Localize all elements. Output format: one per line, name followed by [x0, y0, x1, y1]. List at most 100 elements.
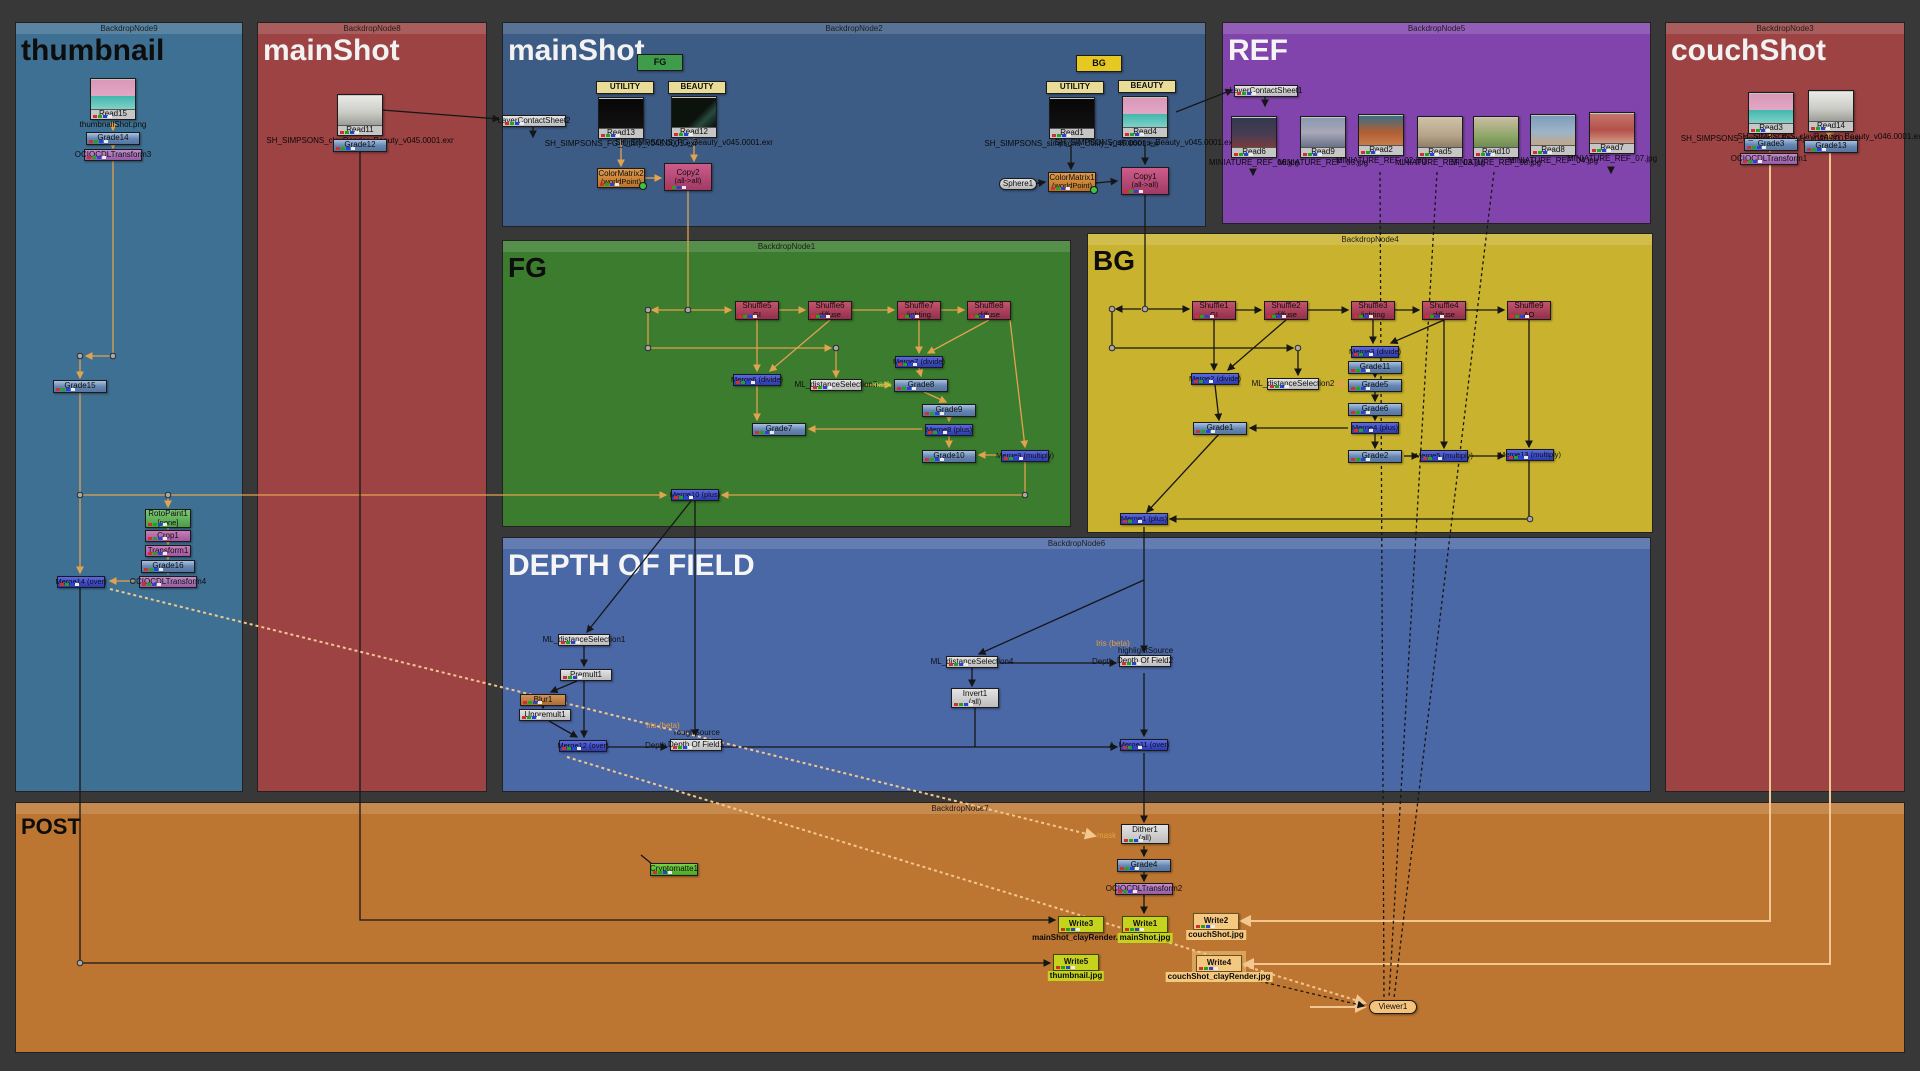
node-merge5-multiply[interactable]: Merge5 (multiply): [1415, 450, 1473, 462]
node-layercontactsheet2[interactable]: LayerContactSheet2: [498, 115, 570, 127]
channel-chips: [1196, 925, 1215, 928]
node-merge8-plus[interactable]: Merge8 (plus): [925, 424, 973, 436]
node-grade14[interactable]: Grade14: [86, 132, 140, 145]
node-utility[interactable]: UTILITY: [596, 81, 654, 94]
node-merge3-divide[interactable]: Merge3 (divide): [1349, 346, 1401, 358]
node-read8[interactable]: Read8 MINIATURE_REF_04.jpg: [1508, 114, 1598, 165]
node-sphere1[interactable]: Sphere1: [999, 178, 1037, 190]
node-depth-of-field1[interactable]: Depth Of Field1: [668, 739, 724, 751]
wire-elbow-dot: [1021, 491, 1029, 499]
node-grade9[interactable]: Grade9: [922, 404, 976, 417]
node-ociocdltransform3[interactable]: OCIOCDLTransform3: [75, 149, 151, 161]
node-merge9-multiply[interactable]: Merge9 (multiply): [996, 450, 1054, 462]
node-read1[interactable]: Read1 SH_SIMPSONS_simpsons_Utility_v045.0…: [984, 97, 1160, 148]
node-transform1[interactable]: Transform1: [145, 545, 191, 557]
node-merge6-divide[interactable]: Merge6 (divide): [731, 374, 783, 386]
node-merge10-plus[interactable]: Merge10 (plus): [670, 489, 720, 501]
node-bg[interactable]: BG: [1076, 55, 1122, 72]
node-read2[interactable]: Read2 MINIATURE_REF_02.jpg: [1336, 114, 1426, 165]
backdrop-post[interactable]: BackdropNode7 POST: [15, 802, 1905, 1053]
node-read15[interactable]: Read15 thumbnailShot.png: [80, 78, 146, 129]
node-dither1[interactable]: Dither1 (all): [1121, 824, 1169, 844]
node-grade2[interactable]: Grade2: [1348, 450, 1402, 463]
node-grade6[interactable]: Grade6: [1348, 403, 1402, 416]
read-thumbnail: [1301, 117, 1345, 148]
node-shuffle1[interactable]: Shuffle1GI: [1192, 301, 1236, 320]
node-read11[interactable]: Read11SH_SIMPSONS_clayRender_Beauty_v045…: [266, 94, 454, 145]
node-ml-distanceselection2[interactable]: ML_distanceSelection2: [1252, 378, 1334, 390]
node-utility[interactable]: UTILITY: [1046, 81, 1104, 94]
node-depth-of-field2[interactable]: Depth Of Field2: [1117, 655, 1173, 667]
node-grade10[interactable]: Grade10: [922, 450, 976, 463]
node-cryptomatte1[interactable]: Cryptomatte1: [650, 863, 698, 876]
node-shuffle2[interactable]: Shuffle2 diffuse: [1264, 301, 1308, 320]
node-read3[interactable]: Read3SH_SIMPSONS_simpsons_Beauty_v046.00…: [1681, 92, 1861, 143]
node-merge4-plus[interactable]: Merge4 (plus): [1351, 422, 1399, 434]
node-shuffle5[interactable]: Shuffle5GI: [735, 301, 779, 320]
node-grade5[interactable]: Grade5: [1348, 379, 1402, 392]
node-shuffle8[interactable]: Shuffle8 diffuse: [967, 301, 1011, 320]
node-merge1-plus[interactable]: Merge1 (plus): [1120, 513, 1168, 525]
node-grade16[interactable]: Grade16: [141, 560, 195, 573]
file-label: couchShot_clayRender.jpg: [1165, 972, 1273, 982]
node-read12[interactable]: Read12 SH_SIMPSONS_FG_Beauty_v045.0001.ex…: [615, 96, 773, 147]
node-shuffle3[interactable]: Shuffle3 lighting: [1351, 301, 1395, 320]
node-merge14-over[interactable]: Merge14 (over): [55, 576, 107, 588]
node-merge12-over[interactable]: Merge12 (over): [557, 740, 609, 752]
node-beauty[interactable]: BEAUTY: [1118, 80, 1176, 93]
node-layercontactsheet1[interactable]: LayerContactSheet1: [1230, 85, 1302, 97]
node-blur1[interactable]: Blur1: [520, 694, 566, 706]
node-write3[interactable]: Write3 mainShot_clayRender.jpg: [1032, 916, 1130, 942]
node-merge13-multiply[interactable]: Merge13 (multiply): [1499, 449, 1561, 461]
node-shuffle7[interactable]: Shuffle7 lighting: [897, 301, 941, 320]
node-ociocdltransform1[interactable]: OCIOCDLTransform1: [1731, 153, 1807, 165]
node-premult1[interactable]: Premult1: [560, 669, 612, 681]
node-grade7[interactable]: Grade7: [752, 423, 806, 436]
node-read7[interactable]: Read7 MINIATURE_REF_07.jpg: [1567, 112, 1657, 163]
node-copy2[interactable]: Copy2 (all->all): [664, 163, 712, 191]
node-grade13[interactable]: Grade13: [1804, 140, 1858, 153]
node-ociocdltransform4[interactable]: OCIOCDLTransform4: [130, 576, 206, 588]
node-grade11[interactable]: Grade11: [1348, 361, 1402, 374]
node-invert1[interactable]: Invert1 (all): [951, 688, 999, 708]
file-label: MINIATURE_REF_06.jpg: [1208, 158, 1300, 167]
node-grade8[interactable]: Grade8: [894, 379, 948, 392]
node-read6[interactable]: Read6 MINIATURE_REF_06.jpg: [1209, 116, 1299, 167]
node-ml-distanceselection1[interactable]: ML_distanceSelection1: [543, 634, 625, 646]
node-write2[interactable]: Write2 couchShot.jpg: [1186, 913, 1246, 940]
node-write1[interactable]: Write1 mainShot.jpg: [1117, 916, 1173, 943]
channel-chips: [1476, 153, 1495, 156]
node-viewer1[interactable]: Viewer1: [1369, 1000, 1417, 1014]
node-read4[interactable]: Read4 SH_SIMPSONS_simpsons_Beauty_v045.00…: [1055, 96, 1235, 147]
node-ml-distanceselection4[interactable]: ML_distanceSelection4: [931, 656, 1013, 668]
node-read10[interactable]: Read10 MINIATURE_REF_08.jpg: [1451, 116, 1541, 167]
node-read13[interactable]: Read13 SH_SIMPSONS_FG_Utility_v045.0001.e…: [545, 97, 697, 148]
node-merge2-divide[interactable]: Merge2 (divide): [1189, 373, 1241, 385]
node-read14[interactable]: Read14 SH_SIMPSONS_clayRender_Beauty_v046…: [1737, 90, 1920, 141]
channel-chips: [925, 458, 944, 461]
node-copy1[interactable]: Copy1 (all->all): [1121, 167, 1169, 195]
node-colormatrix2[interactable]: ColorMatrix2 (worldPoint): [597, 168, 647, 190]
node-read5[interactable]: Read5 MINIATURE_REF_03.jpg: [1395, 116, 1485, 167]
node-ml-distanceselection3[interactable]: ML_distanceSelection3: [795, 379, 877, 391]
node-shuffle6[interactable]: Shuffle6 diffuse: [808, 301, 852, 320]
node-beauty[interactable]: BEAUTY: [668, 81, 726, 94]
node-merge11-over[interactable]: Merge11 (over): [1119, 739, 1169, 751]
node-grade12[interactable]: Grade12: [333, 139, 387, 152]
node-read9[interactable]: Read9 MINIATURE_REF_05.jpg: [1278, 116, 1368, 167]
node-shuffle4[interactable]: Shuffle4 diffuse: [1422, 301, 1466, 320]
node-grade1[interactable]: Grade1: [1193, 422, 1247, 435]
node-fg[interactable]: FG: [637, 54, 683, 71]
node-write5[interactable]: Write5 thumbnail.jpg: [1047, 954, 1105, 981]
node-ociocdltransform2[interactable]: OCIOCDLTransform2: [1106, 883, 1182, 895]
backdrop-fg[interactable]: BackdropNode1 FG: [502, 240, 1071, 527]
node-grade4[interactable]: Grade4: [1117, 859, 1171, 872]
node-shuffle9[interactable]: Shuffle9 AO: [1507, 301, 1551, 320]
node-colormatrix1[interactable]: ColorMatrix1 (worldPoint): [1048, 172, 1098, 194]
node-unpremult1[interactable]: Unpremult1: [519, 709, 571, 721]
node-rotopaint1[interactable]: RotoPaint1 [none]: [145, 509, 191, 528]
node-grade15[interactable]: Grade15: [53, 380, 107, 393]
node-merge7-divide[interactable]: Merge7 (divide): [893, 356, 945, 368]
node-crop1[interactable]: Crop1: [145, 530, 191, 542]
node-write4[interactable]: Write4 couchShot_clayRender.jpg: [1165, 955, 1273, 982]
